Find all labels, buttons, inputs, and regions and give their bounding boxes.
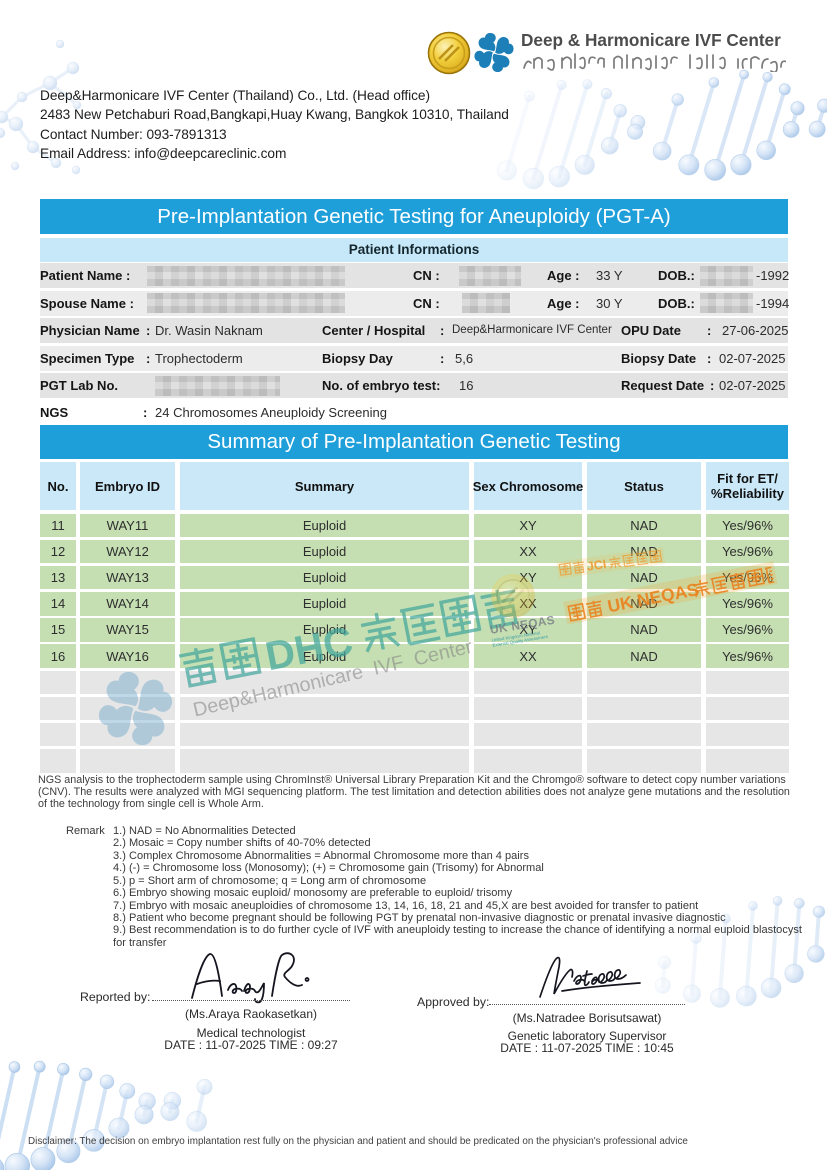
svg-text:JCI: JCI <box>586 557 607 574</box>
